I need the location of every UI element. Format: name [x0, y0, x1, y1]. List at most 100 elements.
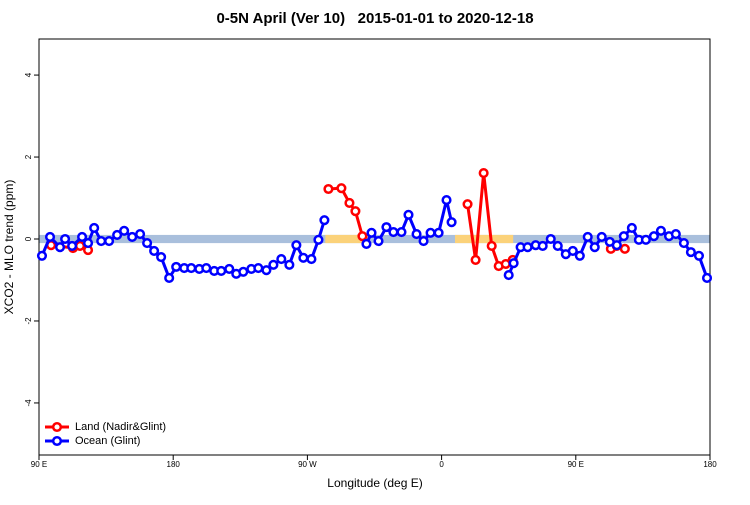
chart-title: 0-5N April (Ver 10) 2015-01-01 to 2020-1…	[216, 10, 533, 27]
data-point	[640, 234, 651, 245]
data-point	[366, 227, 377, 238]
data-point	[678, 238, 689, 249]
y-tick-label: -4	[24, 399, 33, 407]
data-point	[135, 229, 146, 240]
legend: Land (Nadir&Glint) Ocean (Glint)	[45, 421, 166, 447]
y-axis-label: XCO2 - MLO trend (ppm)	[2, 180, 16, 315]
data-point	[77, 231, 88, 243]
data-point	[522, 242, 533, 253]
x-tick-label: 90 E	[31, 460, 47, 469]
data-point	[411, 229, 422, 240]
data-point	[344, 197, 355, 208]
data-point	[462, 199, 473, 210]
land-band	[325, 234, 371, 244]
data-point	[291, 240, 302, 251]
legend-label: Land (Nadir&Glint)	[75, 421, 166, 433]
data-point	[425, 227, 436, 238]
data-point	[319, 215, 330, 226]
data-point	[164, 272, 175, 283]
x-axis-label: Longitude (deg E)	[327, 476, 422, 490]
data-point	[403, 209, 414, 220]
data-point	[119, 225, 130, 236]
data-point	[201, 263, 212, 274]
data-point	[418, 236, 429, 247]
data-point	[36, 250, 48, 261]
data-point	[224, 263, 235, 274]
data-point	[503, 270, 514, 281]
y-tick-label: 2	[24, 154, 33, 159]
data-point	[478, 167, 489, 179]
x-tick-label: 0	[439, 460, 444, 469]
data-point	[323, 183, 334, 195]
data-point	[74, 240, 86, 252]
data-point	[433, 227, 444, 238]
data-point	[381, 222, 392, 233]
data-point	[261, 265, 272, 276]
x-tick-label: 180	[167, 460, 181, 469]
data-point	[112, 229, 123, 240]
plot-frame	[38, 38, 711, 456]
data-point	[54, 242, 66, 253]
data-point	[238, 266, 249, 277]
legend-swatch-point	[51, 435, 63, 447]
data-point	[441, 195, 452, 206]
data-point	[618, 231, 629, 242]
data-point	[486, 240, 497, 252]
legend-label: Ocean (Glint)	[75, 435, 140, 447]
data-point	[44, 231, 56, 243]
data-point	[83, 238, 94, 249]
data-point	[567, 245, 578, 256]
data-point	[537, 240, 548, 252]
data-point	[685, 247, 696, 258]
data-point	[284, 259, 295, 270]
data-point	[545, 233, 556, 245]
data-point	[156, 251, 167, 263]
data-point	[357, 231, 368, 242]
data-point	[127, 231, 138, 243]
land-band	[455, 234, 514, 244]
data-point	[596, 231, 607, 243]
data-point	[693, 250, 705, 261]
data-point	[619, 243, 630, 254]
data-point	[67, 240, 78, 252]
data-point	[313, 234, 324, 245]
data-point	[96, 236, 107, 247]
data-point	[171, 261, 182, 272]
y-tick-label: -2	[24, 317, 33, 325]
data-point	[574, 250, 585, 261]
data-point	[552, 240, 563, 252]
legend-swatch-point	[51, 421, 63, 433]
data-point	[149, 245, 160, 256]
data-point	[350, 206, 361, 217]
data-point	[373, 236, 384, 247]
data-point	[336, 183, 347, 194]
data-point	[361, 238, 372, 249]
x-tick-label: 90 E	[568, 460, 584, 469]
data-point	[611, 240, 622, 251]
data-point	[306, 254, 317, 265]
data-point	[216, 265, 227, 277]
y-tick-label: 0	[24, 236, 33, 241]
data-point	[60, 233, 71, 245]
data-point	[626, 222, 637, 233]
data-point	[508, 258, 519, 269]
data-point	[298, 252, 309, 263]
data-point	[582, 231, 593, 243]
data-point	[670, 229, 681, 240]
data-point	[89, 222, 100, 233]
data-point	[104, 236, 115, 247]
data-point	[655, 225, 666, 236]
data-point	[253, 263, 264, 274]
data-point	[396, 226, 407, 238]
data-point	[186, 263, 197, 274]
x-tick-label: 180	[703, 460, 717, 469]
data-point	[142, 238, 153, 249]
data-point	[701, 272, 713, 283]
y-tick-label: 4	[24, 72, 33, 77]
data-point	[446, 217, 457, 228]
data-point	[276, 254, 287, 265]
x-tick-label: 90 W	[298, 460, 317, 469]
data-point	[268, 259, 279, 270]
data-point	[388, 226, 399, 238]
